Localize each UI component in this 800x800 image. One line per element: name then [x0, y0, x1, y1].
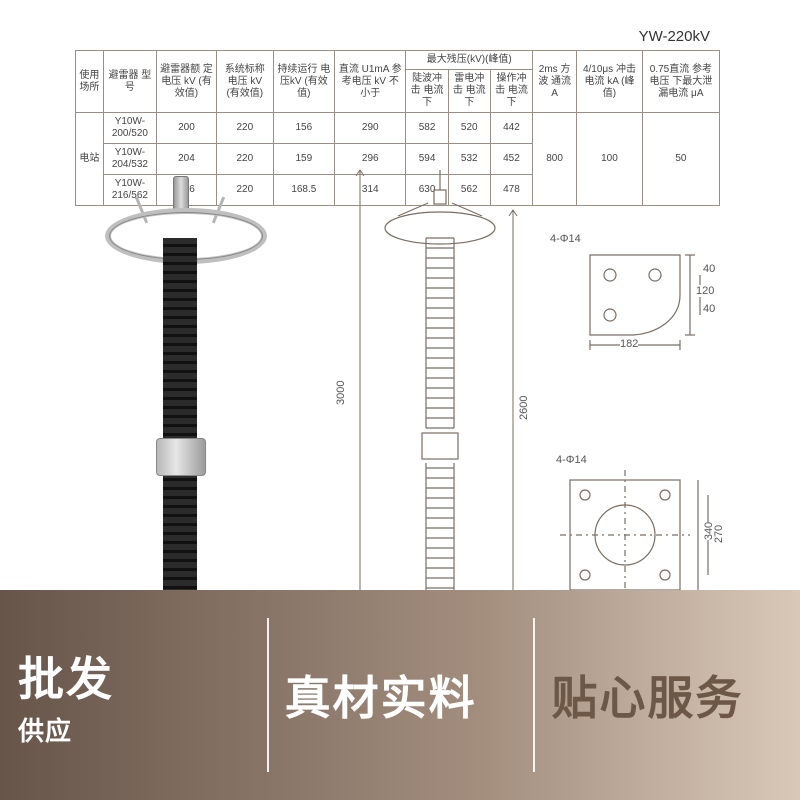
dim-overall-height: 3000 [335, 381, 347, 405]
banner: 批发 供应 真材实料 贴心服务 [0, 590, 800, 800]
th-max-residual: 最大残压(kV)(峰值) [406, 51, 533, 70]
th-cont: 持续运行 电压kV (有效值) [273, 51, 334, 113]
lbl-holes-base: 4-Φ14 [556, 454, 587, 466]
banner-1-small: 供应 [18, 711, 249, 748]
banner-cell-1: 批发 供应 [0, 590, 267, 800]
cell-model: Y10W-200/520 [103, 113, 156, 144]
th-leak: 0.75直流 参考电压 下最大泄 漏电流 μA [642, 51, 719, 113]
arrester-top-cap [173, 176, 189, 210]
lbl-top-h: 120 [696, 285, 714, 297]
model-label: YW-220kV [639, 28, 710, 45]
cell: 220 [216, 113, 273, 144]
lbl-top-p2: 40 [703, 303, 715, 315]
banner-3-big: 贴心服务 [551, 662, 782, 728]
th-410: 4/10μs 冲击电流 kA (峰值) [577, 51, 643, 113]
top-flange-detail: 4-Φ14 182 120 40 40 [560, 235, 720, 355]
th-system: 系统标称 电压 kV (有效值) [216, 51, 273, 113]
mid-coupler [156, 438, 206, 476]
table-row: 电站 Y10W-200/520 200 220 156 290 582 520 … [76, 113, 720, 144]
cell: 442 [490, 113, 532, 144]
th-steep: 陡波冲击 电流下 [406, 70, 448, 113]
th-useclass: 使用 场所 [76, 51, 104, 113]
banner-1-big: 批发 [18, 643, 249, 709]
cell: 582 [406, 113, 448, 144]
th-lightning: 雷电冲击 电流下 [448, 70, 490, 113]
cell: 290 [335, 113, 406, 144]
lbl-base-pitch2: 270 [713, 525, 725, 543]
banner-cell-2: 真材实料 [267, 590, 534, 800]
th-2ms: 2ms 方波 通流 A [533, 51, 577, 113]
th-rated: 避雷器额 定电压 kV (有效值) [156, 51, 216, 113]
banner-2-big: 真材实料 [285, 662, 516, 728]
lbl-holes-top: 4-Φ14 [550, 233, 581, 245]
banner-cell-3: 贴心服务 [533, 590, 800, 800]
cell: 520 [448, 113, 490, 144]
cell: 156 [273, 113, 334, 144]
lbl-top-p1: 40 [703, 263, 715, 275]
th-switching: 操作冲击 电流下 [490, 70, 532, 113]
th-dcref: 直流 U1mA 参考电压 kV 不小于 [335, 51, 406, 113]
cell: 200 [156, 113, 216, 144]
lbl-top-w: 182 [620, 338, 638, 350]
th-model: 避雷器 型号 [103, 51, 156, 113]
